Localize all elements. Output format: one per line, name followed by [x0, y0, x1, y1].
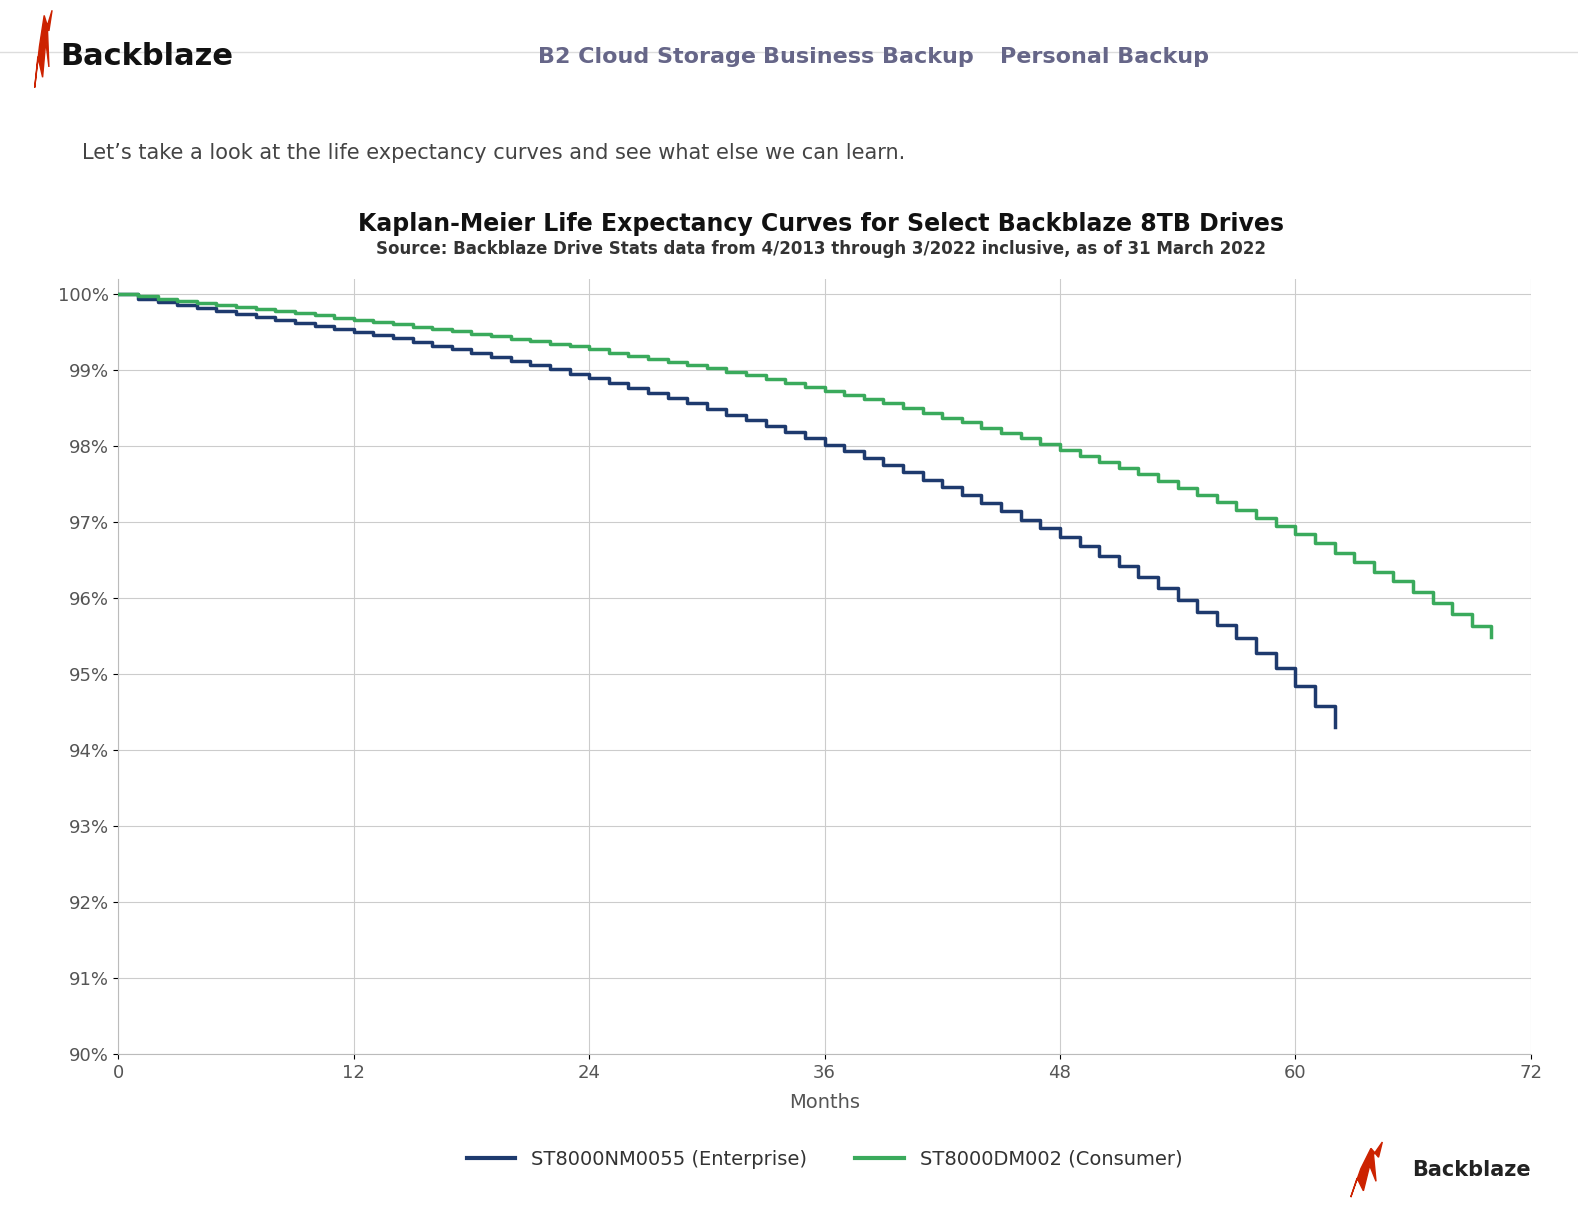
Text: Source: Backblaze Drive Stats data from 4/2013 through 3/2022 inclusive, as of 3: Source: Backblaze Drive Stats data from …: [376, 240, 1266, 258]
X-axis label: Months: Months: [789, 1093, 860, 1113]
Text: Personal Backup: Personal Backup: [1000, 46, 1209, 67]
Legend: ST8000NM0055 (Enterprise), ST8000DM002 (Consumer): ST8000NM0055 (Enterprise), ST8000DM002 (…: [459, 1142, 1190, 1177]
Text: Backblaze: Backblaze: [1412, 1160, 1531, 1179]
Text: Backblaze: Backblaze: [60, 42, 234, 72]
Text: Business Backup: Business Backup: [762, 46, 974, 67]
Polygon shape: [1351, 1142, 1382, 1197]
Text: Kaplan-Meier Life Expectancy Curves for Select Backblaze 8TB Drives: Kaplan-Meier Life Expectancy Curves for …: [358, 212, 1283, 236]
Text: B2 Cloud Storage: B2 Cloud Storage: [538, 46, 756, 67]
Polygon shape: [35, 10, 52, 87]
Text: Let’s take a look at the life expectancy curves and see what else we can learn.: Let’s take a look at the life expectancy…: [82, 143, 906, 162]
